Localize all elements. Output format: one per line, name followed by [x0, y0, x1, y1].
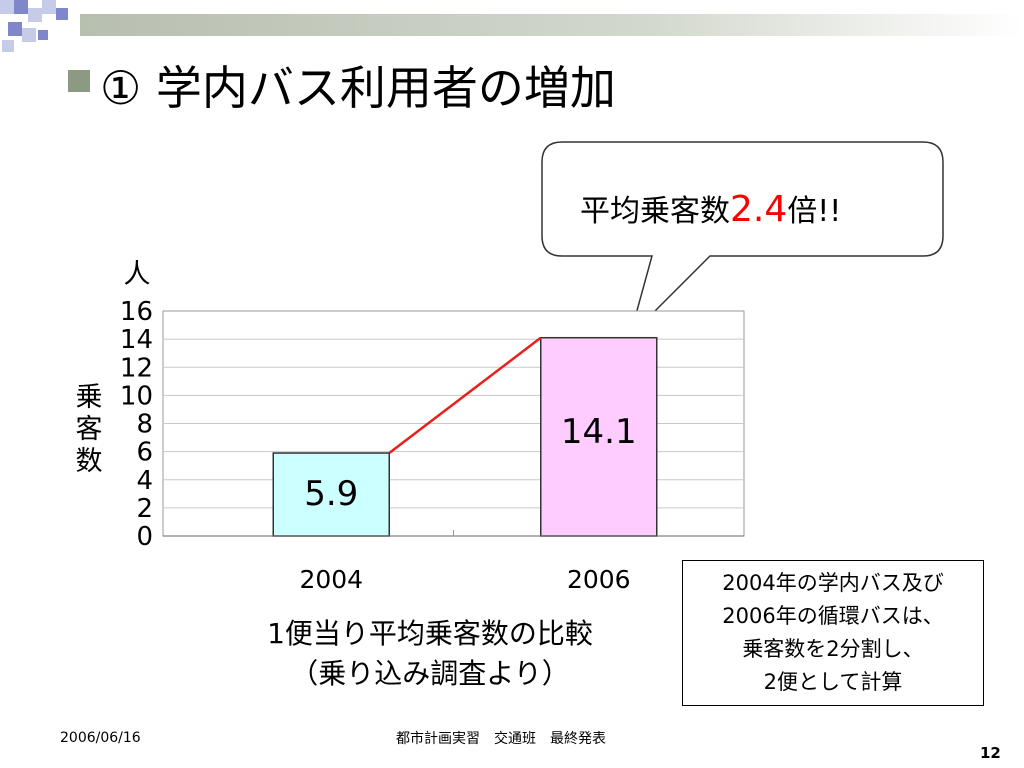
- callout-text: 平均乗客数2.4倍!!: [580, 186, 841, 230]
- growth-connector-line: [388, 336, 542, 455]
- note-line: 乗客数を2分割し、: [742, 637, 924, 661]
- y-tick-label: 6: [136, 438, 153, 468]
- footer-date: 2006/06/16: [60, 730, 141, 746]
- y-tick-label: 16: [120, 297, 153, 327]
- chart-caption: 1便当り平均乗客数の比較 （乗り込み調査より）: [200, 614, 660, 694]
- y-tick-label: 8: [136, 410, 153, 440]
- note-line: 2006年の循環バスは、: [722, 604, 944, 628]
- x-tick-label: 2006: [567, 565, 631, 594]
- y-tick-label: 10: [120, 381, 153, 411]
- note-line: 2便として計算: [763, 670, 903, 694]
- data-label: 5.9: [304, 474, 358, 514]
- caption-line: 1便当り平均乗客数の比較: [267, 617, 593, 650]
- y-axis-label: 乗客数: [75, 382, 103, 477]
- caption-line: （乗り込み調査より）: [290, 657, 570, 690]
- title-bullet-square: [68, 70, 90, 92]
- corner-decoration: [0, 0, 68, 52]
- x-tick-label: 2004: [299, 565, 363, 594]
- data-label: 14.1: [561, 412, 637, 452]
- bar-2004: [272, 452, 390, 537]
- y-tick-label: 14: [120, 325, 153, 355]
- note-line: 2004年の学内バス及び: [722, 571, 944, 595]
- slide-title: ① 学内バス利用者の増加: [100, 61, 616, 115]
- page-number: 12: [980, 744, 1001, 762]
- y-tick-label: 4: [136, 466, 153, 496]
- y-tick-label: 2: [136, 494, 153, 524]
- callout-suffix: 倍!!: [787, 194, 842, 229]
- note-box: 2004年の学内バス及び 2006年の循環バスは、 乗客数を2分割し、 2便とし…: [682, 560, 984, 706]
- footer-title: 都市計画実習 交通班 最終発表: [396, 731, 606, 747]
- callout-prefix: 平均乗客数: [580, 194, 730, 229]
- bar-2006: [540, 336, 658, 537]
- callout-highlight: 2.4: [730, 189, 788, 230]
- y-tick-label: 12: [120, 353, 153, 383]
- callout-bubble: [541, 141, 944, 339]
- y-tick-label: 0: [136, 522, 153, 552]
- y-unit-label: 人: [124, 259, 151, 290]
- title-bar-gradient: [80, 14, 1024, 36]
